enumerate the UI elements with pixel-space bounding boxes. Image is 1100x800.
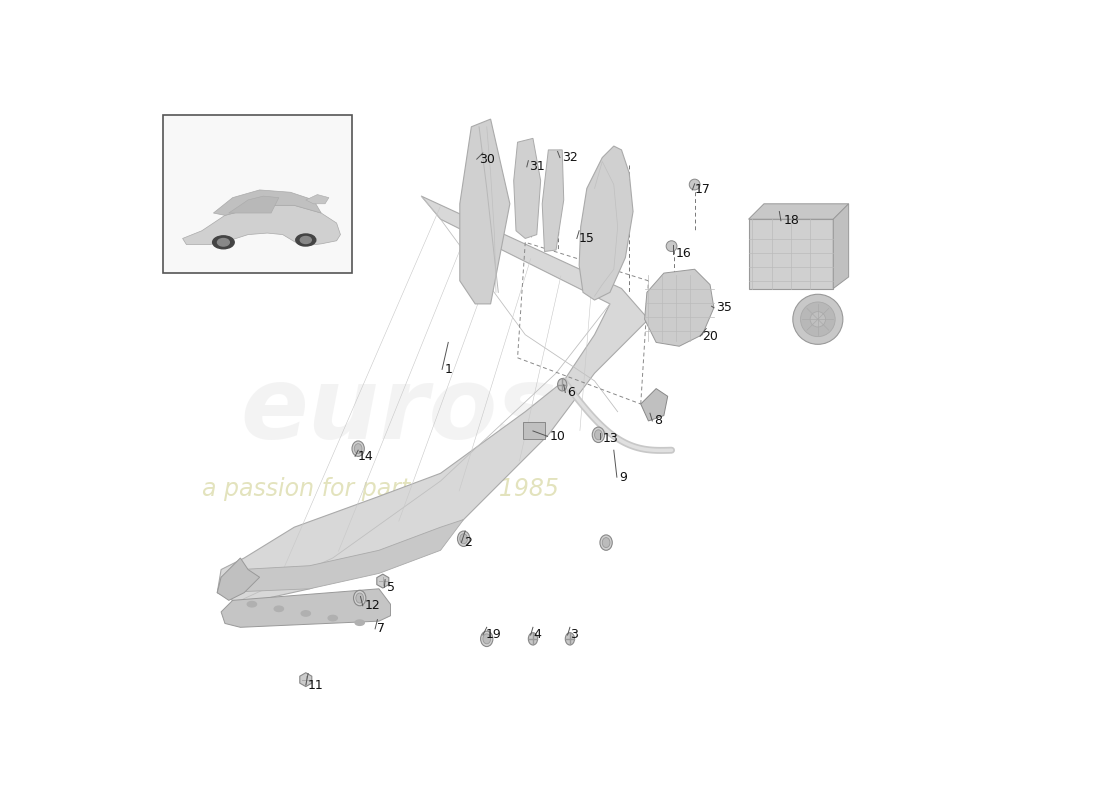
Text: 6: 6	[568, 386, 575, 399]
Polygon shape	[218, 558, 260, 600]
Ellipse shape	[595, 430, 603, 440]
Ellipse shape	[667, 241, 676, 251]
Ellipse shape	[483, 634, 491, 644]
Polygon shape	[834, 204, 849, 289]
Polygon shape	[749, 204, 849, 219]
Polygon shape	[306, 194, 329, 204]
Bar	[163, 115, 352, 273]
Ellipse shape	[328, 615, 338, 621]
Ellipse shape	[565, 633, 574, 645]
Text: 32: 32	[562, 151, 578, 164]
Text: euros: euros	[241, 363, 557, 460]
Text: 18: 18	[783, 214, 799, 227]
Polygon shape	[300, 673, 311, 686]
Text: 12: 12	[365, 599, 381, 612]
Text: 11: 11	[308, 678, 323, 691]
Ellipse shape	[458, 531, 470, 546]
Text: 7: 7	[377, 622, 385, 635]
Ellipse shape	[600, 535, 613, 550]
Ellipse shape	[810, 311, 826, 327]
Text: 20: 20	[703, 330, 718, 342]
Text: 5: 5	[387, 581, 395, 594]
Ellipse shape	[274, 606, 284, 611]
Ellipse shape	[353, 590, 366, 606]
Ellipse shape	[355, 593, 364, 603]
Text: 10: 10	[550, 430, 565, 443]
Polygon shape	[460, 119, 510, 304]
Text: 15: 15	[580, 232, 595, 245]
Polygon shape	[640, 389, 668, 421]
Ellipse shape	[301, 610, 310, 616]
Polygon shape	[183, 206, 341, 246]
Ellipse shape	[528, 633, 538, 645]
Ellipse shape	[558, 378, 566, 391]
Text: 13: 13	[603, 432, 618, 445]
Ellipse shape	[212, 236, 234, 249]
Ellipse shape	[300, 237, 311, 243]
Text: 31: 31	[529, 160, 544, 174]
Ellipse shape	[218, 238, 229, 246]
Ellipse shape	[460, 534, 467, 544]
Polygon shape	[218, 196, 649, 604]
Ellipse shape	[248, 602, 256, 607]
Polygon shape	[229, 196, 279, 213]
Text: 3: 3	[570, 629, 578, 642]
Polygon shape	[213, 190, 321, 215]
Bar	[522, 422, 544, 438]
Polygon shape	[542, 150, 563, 251]
Polygon shape	[377, 574, 388, 588]
Ellipse shape	[793, 294, 843, 344]
Text: 14: 14	[358, 450, 373, 463]
Ellipse shape	[603, 538, 609, 548]
Ellipse shape	[592, 427, 605, 442]
Bar	[749, 219, 834, 289]
Ellipse shape	[355, 620, 364, 626]
Text: 16: 16	[675, 247, 691, 260]
Ellipse shape	[296, 234, 316, 246]
Polygon shape	[514, 138, 541, 238]
Text: 9: 9	[619, 470, 627, 484]
Text: 1: 1	[444, 363, 452, 376]
Text: 2: 2	[464, 536, 472, 549]
Ellipse shape	[690, 179, 700, 190]
Text: a passion for parts since 1985: a passion for parts since 1985	[202, 477, 559, 501]
Text: 4: 4	[534, 629, 541, 642]
Ellipse shape	[481, 631, 493, 646]
Polygon shape	[580, 146, 634, 300]
Text: 8: 8	[654, 414, 662, 427]
Polygon shape	[221, 589, 390, 627]
Polygon shape	[645, 270, 714, 346]
Text: 19: 19	[485, 629, 501, 642]
Text: 30: 30	[480, 153, 495, 166]
Ellipse shape	[354, 444, 362, 454]
Text: 35: 35	[716, 302, 733, 314]
Polygon shape	[218, 519, 464, 593]
Ellipse shape	[801, 302, 835, 337]
Text: 17: 17	[695, 183, 711, 197]
Ellipse shape	[352, 441, 364, 456]
